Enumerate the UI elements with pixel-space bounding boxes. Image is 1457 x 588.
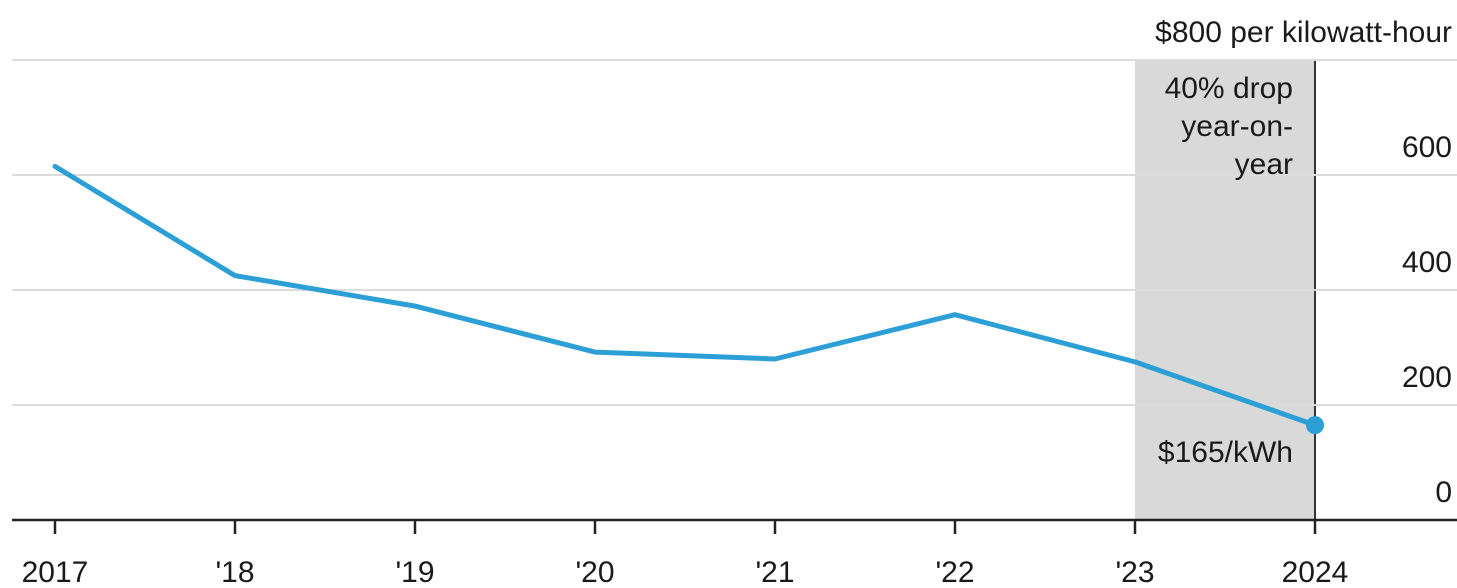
x-tick-label: '22: [935, 556, 974, 588]
y-tick-label: 400: [1402, 246, 1452, 279]
x-tick-label: '20: [575, 556, 614, 588]
endpoint-value-label: $165/kWh: [1158, 436, 1293, 469]
series-line: [52, 163, 1318, 428]
x-tick-label: '19: [395, 556, 434, 588]
highlight-annotation-line: 40% drop: [1165, 72, 1293, 105]
x-tick-label: 2017: [22, 556, 89, 588]
y-tick-label: 200: [1402, 361, 1452, 394]
annotations: 40% drop year-on-year $165/kWh: [1158, 72, 1293, 469]
series-layer: [52, 163, 1324, 435]
y-tick-labels: 600 400 200 0: [1402, 131, 1452, 509]
unit-label: $800 per kilowatt-hour: [1155, 16, 1452, 49]
x-tick-label: 2024: [1282, 556, 1349, 588]
y-tick-label: 600: [1402, 131, 1452, 164]
y-tick-label: 0: [1435, 476, 1452, 509]
x-tick-label: '23: [1115, 556, 1154, 588]
x-axis: 2017 '18 '19 '20 '21 '22 '23 2024: [12, 518, 1457, 588]
endpoint-marker: [1306, 416, 1324, 435]
x-tick-label: '18: [215, 556, 254, 588]
highlight-annotation-line: year: [1235, 148, 1293, 181]
gridlines: [12, 59, 1457, 406]
highlight-annotation-line: year-on-: [1181, 110, 1293, 143]
x-tick-label: '21: [755, 556, 794, 588]
